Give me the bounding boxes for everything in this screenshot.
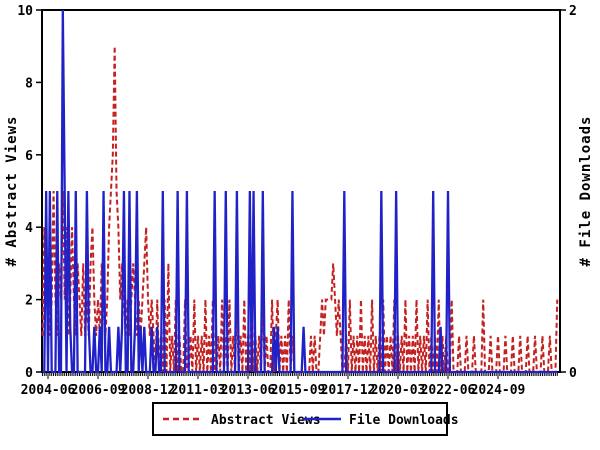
plot-frame — [41, 9, 561, 373]
x-tick-label: 2006-09 — [71, 383, 126, 398]
y-right-tick-label: 0 — [569, 366, 577, 381]
y-left-tick-label: 8 — [25, 76, 33, 91]
y-left-tick-label: 10 — [17, 4, 33, 19]
y-right-axis-title: # File Downloads — [578, 116, 594, 267]
legend-label-abstract-views: Abstract Views — [211, 413, 321, 428]
x-tick-label: 2008-12 — [121, 383, 176, 398]
x-tick-label: 2017-12 — [321, 383, 376, 398]
legend: Abstract Views File Downloads — [152, 402, 459, 436]
x-tick-label: 2011-03 — [171, 383, 226, 398]
y-left-tick-label: 6 — [25, 149, 33, 164]
y-left-axis-title: # Abstract Views — [4, 116, 20, 267]
legend-label-file-downloads: File Downloads — [349, 413, 459, 428]
y-left-tick-label: 0 — [25, 366, 33, 381]
legend-box — [152, 402, 448, 436]
y-right-tick-label: 2 — [569, 4, 577, 19]
x-tick-label: 2013-06 — [221, 383, 276, 398]
y-left-tick-label: 4 — [25, 221, 33, 236]
file-downloads-line — [42, 9, 558, 374]
x-tick-label: 2004-06 — [21, 383, 76, 398]
x-tick-label: 2022-06 — [421, 383, 476, 398]
abstract-views-line — [41, 46, 559, 373]
x-tick-label: 2020-03 — [371, 383, 426, 398]
x-tick-label: 2024-09 — [471, 383, 526, 398]
x-tick-label: 2015-09 — [271, 383, 326, 398]
y-left-tick-label: 2 — [25, 294, 33, 309]
